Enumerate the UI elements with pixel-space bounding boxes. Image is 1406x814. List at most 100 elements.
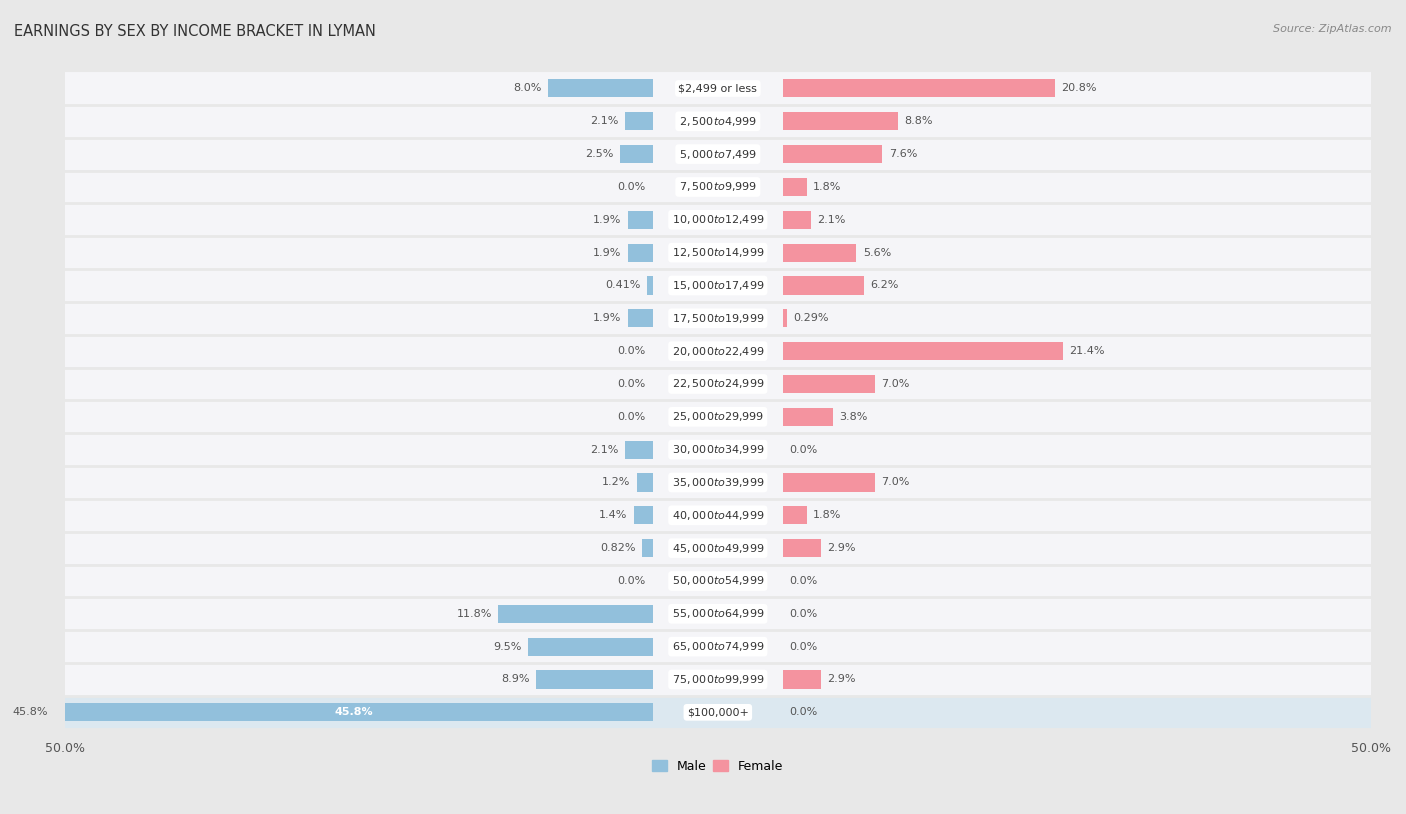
Text: 45.8%: 45.8% <box>13 707 48 717</box>
Text: $30,000 to $34,999: $30,000 to $34,999 <box>672 443 763 456</box>
Text: 8.8%: 8.8% <box>904 116 934 126</box>
Text: $40,000 to $44,999: $40,000 to $44,999 <box>672 509 763 522</box>
FancyBboxPatch shape <box>65 72 1371 105</box>
Text: 1.8%: 1.8% <box>813 510 842 520</box>
Text: 0.0%: 0.0% <box>617 346 645 357</box>
Text: 0.0%: 0.0% <box>617 182 645 192</box>
Bar <box>55 703 652 721</box>
FancyBboxPatch shape <box>65 368 1371 400</box>
Text: $22,500 to $24,999: $22,500 to $24,999 <box>672 378 763 391</box>
Text: $17,500 to $19,999: $17,500 to $19,999 <box>672 312 763 325</box>
Text: 0.0%: 0.0% <box>790 576 818 586</box>
Text: 3.8%: 3.8% <box>839 412 868 422</box>
Bar <box>647 277 652 295</box>
Bar <box>783 112 898 130</box>
Bar <box>626 440 652 458</box>
Bar <box>783 309 787 327</box>
Text: $5,000 to $7,499: $5,000 to $7,499 <box>679 147 756 160</box>
Text: $75,000 to $99,999: $75,000 to $99,999 <box>672 673 763 686</box>
Bar <box>783 506 807 524</box>
Bar <box>620 145 652 163</box>
Text: $15,000 to $17,499: $15,000 to $17,499 <box>672 279 763 292</box>
Text: 1.4%: 1.4% <box>599 510 627 520</box>
Bar <box>783 277 865 295</box>
Text: 20.8%: 20.8% <box>1062 84 1097 94</box>
Bar <box>627 309 652 327</box>
Text: $25,000 to $29,999: $25,000 to $29,999 <box>672 410 763 423</box>
Text: 2.1%: 2.1% <box>817 215 845 225</box>
Text: $50,000 to $54,999: $50,000 to $54,999 <box>672 575 763 588</box>
Text: $12,500 to $14,999: $12,500 to $14,999 <box>672 246 763 259</box>
Bar <box>529 637 652 656</box>
Text: $65,000 to $74,999: $65,000 to $74,999 <box>672 640 763 653</box>
Text: $20,000 to $22,499: $20,000 to $22,499 <box>672 344 763 357</box>
Text: 2.9%: 2.9% <box>828 543 856 554</box>
Bar <box>627 243 652 261</box>
Text: 2.9%: 2.9% <box>828 675 856 685</box>
Bar <box>626 112 652 130</box>
FancyBboxPatch shape <box>65 696 1371 729</box>
Text: 1.8%: 1.8% <box>813 182 842 192</box>
Text: $7,500 to $9,999: $7,500 to $9,999 <box>679 181 756 194</box>
Bar <box>536 671 652 689</box>
Bar <box>783 375 875 393</box>
Text: $2,499 or less: $2,499 or less <box>679 84 758 94</box>
Text: 7.0%: 7.0% <box>882 379 910 389</box>
Bar <box>783 145 883 163</box>
Text: $100,000+: $100,000+ <box>688 707 749 717</box>
FancyBboxPatch shape <box>65 565 1371 597</box>
Text: 0.41%: 0.41% <box>605 281 641 291</box>
Text: EARNINGS BY SEX BY INCOME BRACKET IN LYMAN: EARNINGS BY SEX BY INCOME BRACKET IN LYM… <box>14 24 375 39</box>
FancyBboxPatch shape <box>65 138 1371 171</box>
Bar <box>641 539 652 558</box>
Text: 0.0%: 0.0% <box>617 576 645 586</box>
FancyBboxPatch shape <box>65 236 1371 269</box>
Bar <box>783 178 807 196</box>
FancyBboxPatch shape <box>65 630 1371 663</box>
Text: 45.8%: 45.8% <box>335 707 373 717</box>
Bar <box>783 474 875 492</box>
Bar <box>548 80 652 98</box>
Bar <box>627 211 652 229</box>
Legend: Male, Female: Male, Female <box>647 755 789 778</box>
FancyBboxPatch shape <box>65 302 1371 335</box>
Text: 1.9%: 1.9% <box>593 215 621 225</box>
Text: 1.9%: 1.9% <box>593 313 621 323</box>
Bar <box>783 671 821 689</box>
Text: 0.0%: 0.0% <box>617 379 645 389</box>
FancyBboxPatch shape <box>65 433 1371 466</box>
Text: 0.0%: 0.0% <box>617 412 645 422</box>
Text: 9.5%: 9.5% <box>494 641 522 652</box>
Text: 7.6%: 7.6% <box>889 149 917 159</box>
FancyBboxPatch shape <box>65 204 1371 236</box>
FancyBboxPatch shape <box>65 663 1371 696</box>
Text: $2,500 to $4,999: $2,500 to $4,999 <box>679 115 756 128</box>
Bar <box>783 243 856 261</box>
Bar <box>783 342 1063 360</box>
FancyBboxPatch shape <box>65 400 1371 433</box>
Bar <box>498 605 652 623</box>
Text: 2.1%: 2.1% <box>591 116 619 126</box>
Text: 2.1%: 2.1% <box>591 444 619 455</box>
FancyBboxPatch shape <box>65 269 1371 302</box>
Text: 0.0%: 0.0% <box>790 707 818 717</box>
Text: 6.2%: 6.2% <box>870 281 898 291</box>
Text: 21.4%: 21.4% <box>1069 346 1105 357</box>
Text: $45,000 to $49,999: $45,000 to $49,999 <box>672 541 763 554</box>
Text: $55,000 to $64,999: $55,000 to $64,999 <box>672 607 763 620</box>
Text: 8.9%: 8.9% <box>501 675 530 685</box>
Bar <box>634 506 652 524</box>
FancyBboxPatch shape <box>65 597 1371 630</box>
FancyBboxPatch shape <box>65 532 1371 565</box>
FancyBboxPatch shape <box>65 105 1371 138</box>
Text: $35,000 to $39,999: $35,000 to $39,999 <box>672 476 763 489</box>
FancyBboxPatch shape <box>65 466 1371 499</box>
Bar <box>783 80 1054 98</box>
Bar <box>783 408 832 426</box>
Bar <box>783 539 821 558</box>
FancyBboxPatch shape <box>65 171 1371 204</box>
Text: 1.9%: 1.9% <box>593 247 621 258</box>
Text: 0.82%: 0.82% <box>600 543 636 554</box>
Text: 1.2%: 1.2% <box>602 478 630 488</box>
FancyBboxPatch shape <box>65 499 1371 532</box>
